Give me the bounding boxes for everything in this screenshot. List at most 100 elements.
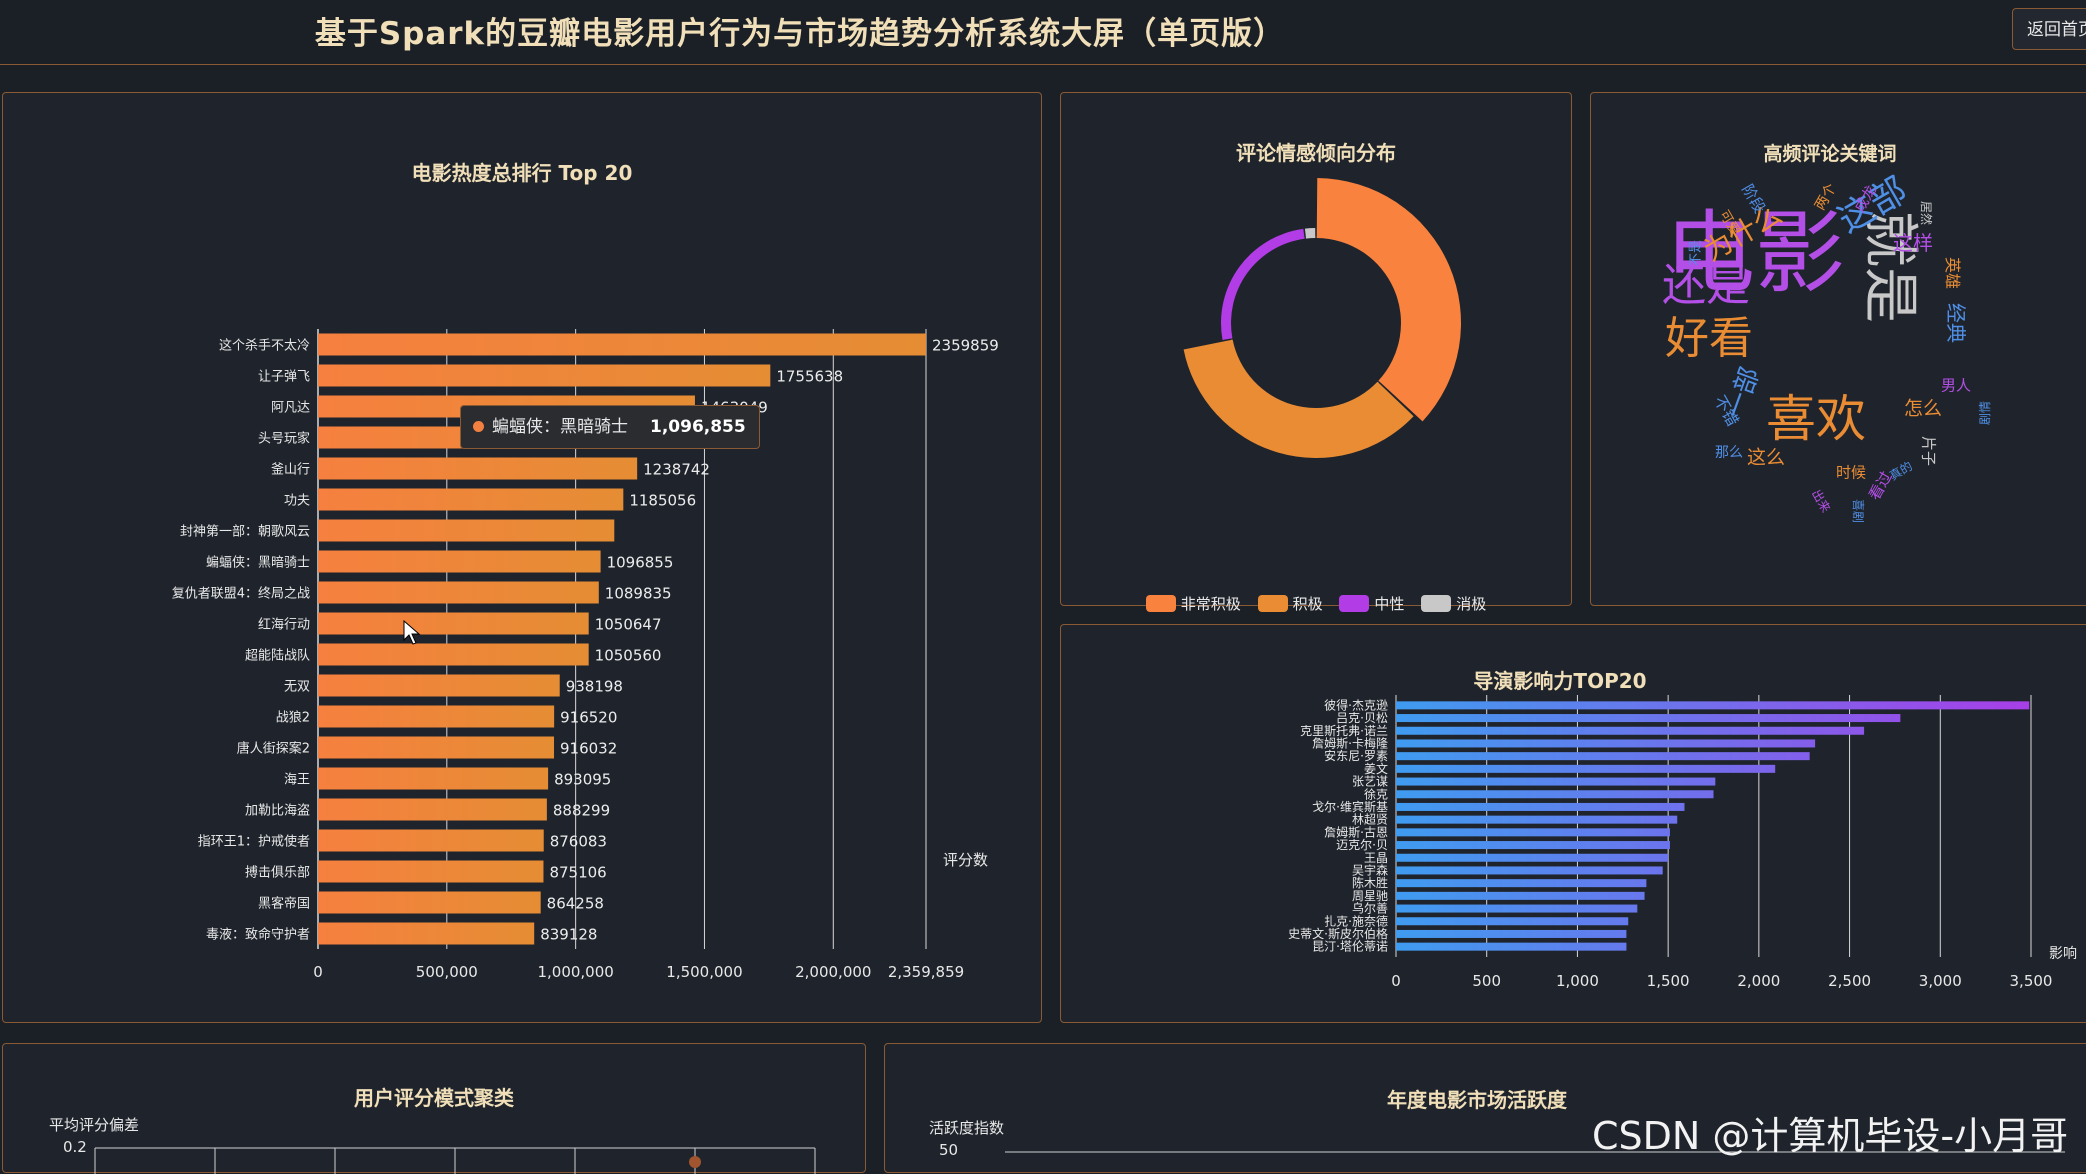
sentiment-legend: 非常积极 积极 中性 消极 — [1061, 593, 1571, 614]
keyword: 居然 — [1919, 200, 1933, 226]
bar — [318, 736, 555, 759]
legend-swatch — [1421, 595, 1452, 612]
category-label: 安东尼·罗素 — [1324, 748, 1388, 763]
category-label: 海王 — [284, 773, 310, 788]
cluster-title: 用户评分模式聚类 — [354, 1086, 514, 1110]
category-label: 林超贤 — [1352, 812, 1388, 827]
category-label: 詹姆斯·古恩 — [1324, 824, 1388, 839]
legend-swatch — [1145, 595, 1176, 612]
category-label: 陈木胜 — [1352, 875, 1388, 890]
keyword: 电影 — [1665, 201, 1845, 306]
bar — [318, 550, 601, 573]
x-tick-label: 1,000,000 — [537, 963, 613, 981]
x-tick-label: 2,500 — [1828, 972, 1871, 990]
bar — [318, 767, 549, 790]
category-label: 迈克尔·贝 — [1336, 837, 1388, 852]
legend-swatch — [1339, 595, 1370, 612]
director-title: 导演影响力TOP20 — [1473, 669, 1647, 693]
category-label: 克里斯托弗·诺兰 — [1300, 724, 1388, 738]
bar — [318, 860, 544, 883]
market-panel: 年度电影市场活跃度 活跃度指数 50 — [884, 1043, 2086, 1173]
category-label: 釜山行 — [271, 463, 310, 478]
bar — [1396, 891, 1645, 900]
legend-label: 中性 — [1374, 595, 1405, 613]
x-tick-label: 1,500,000 — [666, 963, 742, 981]
cluster-plot-grid — [94, 1147, 816, 1174]
tooltip-name: 蝙蝠侠：黑暗骑士 — [492, 417, 628, 437]
keyword: 这么 — [1746, 446, 1786, 469]
legend-item[interactable]: 非常积极 — [1145, 593, 1241, 614]
donut-slice — [1221, 228, 1305, 340]
category-label: 头号玩家 — [258, 431, 310, 447]
x-tick-label: 500 — [1472, 972, 1501, 990]
legend-item[interactable]: 积极 — [1257, 593, 1323, 614]
category-label: 王晶 — [1364, 851, 1388, 865]
bar-value-label: 888299 — [553, 802, 610, 820]
bar-value-label: 2359859 — [932, 337, 999, 355]
bar-value-label: 876083 — [550, 833, 607, 851]
keyword: 出来 — [1808, 487, 1834, 515]
keyword: 男人 — [1940, 376, 1972, 395]
legend-item[interactable]: 消极 — [1421, 593, 1486, 614]
bar — [318, 705, 555, 728]
x-tick-label: 500,000 — [416, 963, 478, 981]
keyword: 还是 — [1662, 260, 1750, 311]
legend-item[interactable]: 中性 — [1339, 593, 1404, 614]
bar-value-label: 1238742 — [643, 461, 710, 479]
x-tick-label: 0 — [1391, 972, 1401, 990]
wordcloud-panel: 高频评论关键词 电影 就是 还是 好看 喜欢 这部 为什么 一部 这样 经典 怎么 这么 英雄 片子 男人时… — [1590, 92, 2086, 606]
bar-value-label: 1089835 — [605, 585, 672, 603]
sentiment-title: 评论情感倾向分布 — [1236, 141, 1396, 165]
bar — [318, 891, 541, 914]
bar — [1396, 790, 1714, 799]
keyword: 英雄 — [1943, 256, 1962, 290]
legend-label: 积极 — [1292, 595, 1323, 613]
bar — [1396, 929, 1627, 938]
x-tick-label: 2,000,000 — [795, 963, 871, 981]
category-label: 超能陆战队 — [245, 648, 310, 664]
cluster-y-axis-label: 平均评分偏差 — [49, 1116, 140, 1134]
category-label: 阿凡达 — [271, 401, 310, 416]
mouse-cursor-icon — [403, 620, 421, 645]
category-label: 毒液：致命守护者 — [206, 927, 310, 943]
category-label: 战狼2 — [276, 711, 310, 726]
category-label: 红海行动 — [258, 617, 310, 633]
keyword: 这样 — [1893, 231, 1933, 255]
category-label: 戈尔·维宾斯基 — [1312, 799, 1388, 814]
bar — [318, 457, 638, 480]
hot-ranking-panel: 电影热度总排行 Top 20 这个杀手不太冷 2359859 让子弹飞 1755638… — [2, 92, 1042, 1023]
cluster-point — [689, 1156, 701, 1168]
x-tick-label: 2,000 — [1737, 972, 1780, 990]
director-panel: 导演影响力TOP20 0 500 1,000 1,500 2,000 2,500 3,000… — [1060, 624, 2086, 1023]
legend-label: 非常积极 — [1180, 595, 1241, 613]
bar — [318, 581, 599, 604]
bar-value-label: 1050647 — [595, 616, 662, 634]
keyword: 时候 — [1835, 463, 1867, 482]
category-label: 指环王1：护戒使者 — [198, 834, 310, 850]
keyword: 真的 — [1887, 458, 1915, 484]
back-home-button[interactable]: 返回首页 — [2012, 8, 2086, 50]
x-tick-label: 1,000 — [1556, 972, 1599, 990]
x-tick-label: 1,500 — [1647, 972, 1690, 990]
bar — [1396, 853, 1669, 862]
legend-swatch — [1257, 595, 1288, 612]
bar-value-label: 1096855 — [607, 554, 674, 572]
category-label: 彼得·杰克逊 — [1324, 697, 1388, 712]
bar — [1396, 802, 1685, 811]
bar — [318, 643, 589, 666]
category-label: 封神第一部：朝歌风云 — [180, 525, 310, 540]
x-tick-label: 2,359,859 — [888, 963, 964, 981]
hot-ranking-title: 电影热度总排行 Top 20 — [411, 161, 633, 185]
bar — [318, 333, 926, 356]
bar — [1396, 714, 1901, 723]
category-label: 吕克·贝松 — [1336, 711, 1388, 725]
bar-value-label: 864258 — [547, 895, 604, 913]
tooltip-marker-icon — [473, 421, 484, 432]
keyword: 怎么 — [1903, 397, 1943, 420]
cluster-panel: 用户评分模式聚类 平均评分偏差 0.2 — [2, 1043, 866, 1174]
bar — [1396, 739, 1816, 748]
bar — [318, 798, 547, 821]
category-label: 张艺谋 — [1352, 775, 1388, 789]
market-title: 年度电影市场活跃度 — [1387, 1088, 1567, 1112]
bar — [1396, 752, 1810, 761]
